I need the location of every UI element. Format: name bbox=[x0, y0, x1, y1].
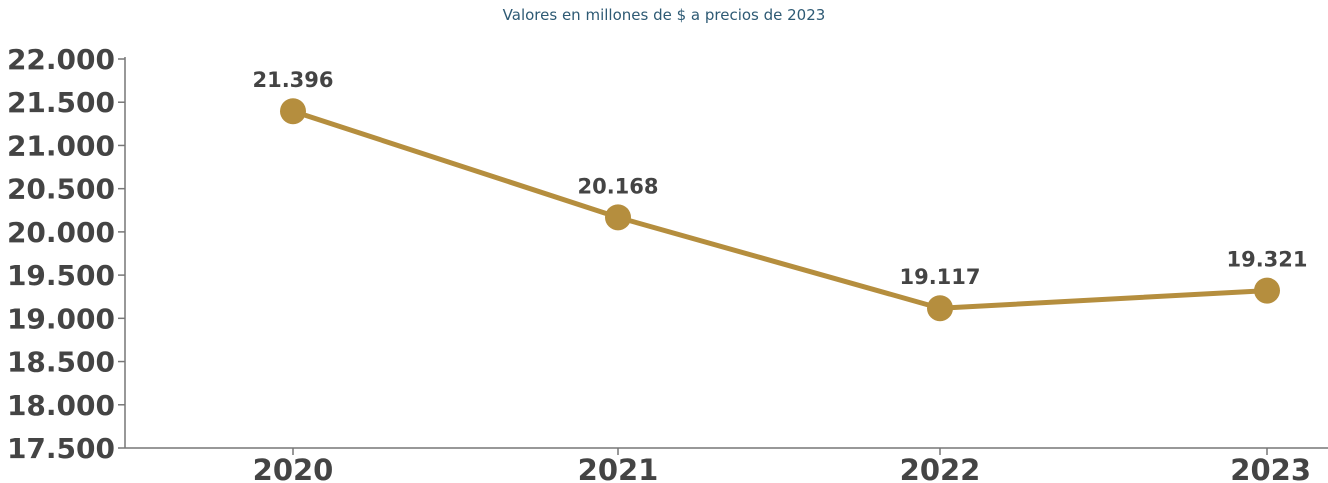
y-tick-label: 18.500 bbox=[7, 346, 115, 379]
y-tick-label: 19.500 bbox=[7, 259, 115, 292]
data-point bbox=[1254, 277, 1280, 304]
chart-subtitle: Valores en millones de $ a precios de 20… bbox=[502, 6, 826, 24]
data-label: 19.321 bbox=[1226, 248, 1307, 272]
y-tick-label: 20.500 bbox=[7, 173, 115, 206]
series-line bbox=[292, 108, 1268, 311]
data-label: 20.168 bbox=[577, 174, 658, 198]
data-point bbox=[927, 295, 953, 322]
x-tick-label: 2021 bbox=[578, 453, 659, 483]
data-point bbox=[280, 98, 306, 125]
series-group bbox=[280, 98, 1280, 322]
y-tick-label: 18.000 bbox=[7, 389, 115, 422]
data-label: 21.396 bbox=[252, 68, 333, 92]
x-tick-label: 2020 bbox=[253, 453, 334, 483]
y-tick-label: 21.500 bbox=[7, 86, 115, 119]
x-tick-label: 2022 bbox=[900, 453, 981, 483]
data-label: 19.117 bbox=[899, 265, 980, 289]
y-tick-label: 22.000 bbox=[7, 43, 115, 76]
y-tick-label: 19.000 bbox=[7, 302, 115, 335]
x-tick-label: 2023 bbox=[1230, 453, 1311, 483]
y-tick-label: 21.000 bbox=[7, 129, 115, 162]
y-tick-label: 17.500 bbox=[7, 432, 115, 465]
data-point bbox=[605, 204, 631, 231]
x-axis: 2020 2021 2022 2023 bbox=[125, 447, 1328, 483]
y-axis: 17.500 18.000 18.500 19.000 19.500 20.000 20.5… bbox=[7, 43, 126, 465]
data-labels: 21.396 20.168 19.117 19.321 bbox=[252, 68, 1307, 289]
y-tick-label: 20.000 bbox=[7, 216, 115, 249]
